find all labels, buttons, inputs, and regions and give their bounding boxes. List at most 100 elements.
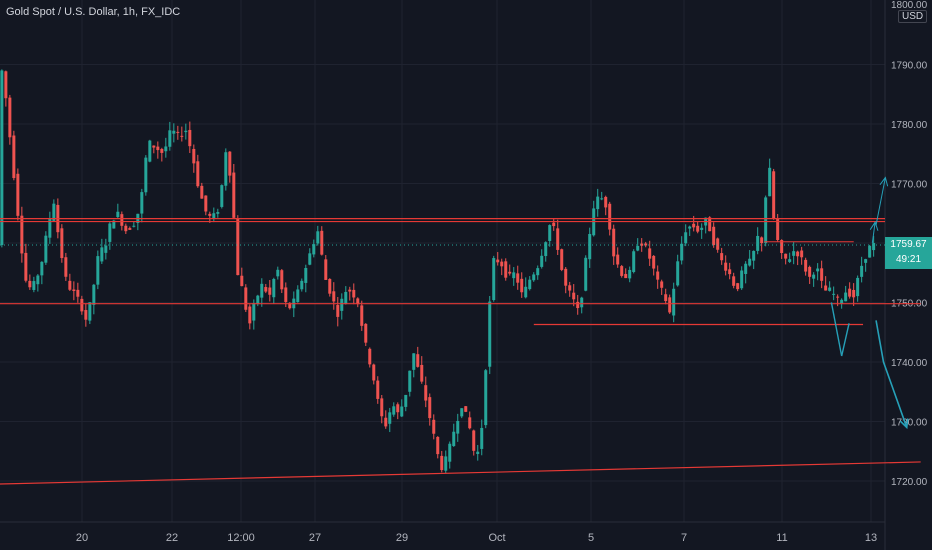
candle-body: [564, 268, 568, 286]
candle-body: [824, 285, 828, 291]
candle-body: [832, 293, 836, 295]
candle-body: [676, 261, 680, 286]
candle-body: [524, 286, 528, 298]
candle-body: [744, 263, 748, 274]
candle-body: [560, 249, 564, 270]
candle-body: [516, 273, 520, 283]
candle-body: [416, 354, 420, 367]
candle-body: [444, 456, 448, 471]
candle-body: [608, 203, 612, 230]
candle-body: [412, 353, 416, 370]
candle-body: [152, 145, 156, 148]
currency-badge[interactable]: USD: [898, 10, 928, 23]
candle-body: [240, 275, 244, 287]
candle-body: [200, 185, 204, 199]
candle-body: [264, 287, 268, 292]
candle-body: [128, 228, 132, 230]
candle-body: [100, 247, 104, 262]
candle-body: [692, 223, 696, 228]
y-tick-label: 1720.00: [891, 477, 928, 488]
projection-down-arrow: [875, 320, 908, 428]
candle-body: [268, 287, 272, 295]
candle-body: [668, 297, 672, 313]
candle-body: [48, 218, 52, 238]
candle-body: [652, 255, 656, 269]
candle-body: [816, 268, 820, 272]
candle-body: [720, 253, 724, 261]
x-tick-label: 22: [166, 532, 178, 544]
candle-body: [404, 394, 408, 407]
candle-body: [432, 419, 436, 434]
y-tick-label: 1800.00: [891, 0, 928, 11]
candle-body: [308, 253, 312, 265]
candle-body: [488, 301, 492, 367]
candle-body: [588, 233, 592, 260]
candle-body: [844, 292, 848, 302]
candle-body: [392, 406, 396, 415]
candle-body: [752, 250, 756, 261]
current-price-label: 1759.67: [890, 239, 927, 250]
x-tick-label: 29: [396, 532, 408, 544]
candle-body: [252, 303, 256, 321]
candle-body: [384, 417, 388, 427]
candle-body: [604, 196, 608, 208]
candle-body: [344, 291, 348, 304]
candle-body: [500, 261, 504, 267]
candle-body: [228, 151, 232, 176]
candle-body: [660, 281, 664, 288]
candle-body: [368, 348, 372, 365]
candle-body: [408, 370, 412, 392]
candle-body: [552, 222, 556, 227]
candle-body: [724, 262, 728, 271]
candle-body: [624, 273, 628, 279]
candle-body: [428, 397, 432, 419]
candle-body: [640, 243, 644, 246]
candle-body: [288, 302, 292, 309]
candle-body: [504, 261, 508, 278]
candle-body: [272, 279, 276, 298]
candle-body: [168, 130, 172, 147]
candle-body: [544, 242, 548, 257]
x-tick-label: 12:00: [227, 532, 255, 544]
candle-body: [52, 203, 56, 221]
candle-body: [864, 259, 868, 263]
candle-body: [792, 251, 796, 256]
x-tick-label: 7: [681, 532, 687, 544]
current-price-tag: 1759.67 49:21: [885, 237, 932, 269]
x-tick-label: 13: [865, 532, 877, 544]
candle-body: [868, 245, 872, 258]
candle-body: [360, 305, 364, 326]
candle-body: [156, 146, 160, 151]
candle-body: [436, 436, 440, 455]
candle-body: [40, 261, 44, 276]
candle-body: [632, 251, 636, 272]
projection-down-lead: [840, 323, 850, 357]
candle-body: [460, 408, 464, 417]
candle-body: [532, 274, 536, 281]
candle-body: [144, 157, 148, 193]
candle-body: [316, 231, 320, 244]
candle-body: [16, 173, 20, 216]
candle-body: [132, 225, 136, 227]
candle-body: [628, 269, 632, 279]
candle-body: [860, 265, 864, 277]
candle-body: [796, 251, 800, 257]
candle-body: [208, 213, 212, 216]
candle-body: [836, 296, 840, 298]
candle-body: [104, 245, 108, 253]
candle-body: [260, 283, 264, 298]
candle-body: [764, 197, 768, 244]
candle-body: [124, 225, 128, 232]
candle-body: [484, 370, 488, 426]
candle-body: [68, 280, 72, 290]
candle-body: [464, 406, 468, 412]
candle-body: [80, 298, 84, 312]
candle-body: [400, 406, 404, 417]
candle-body: [840, 299, 844, 304]
candle-body: [620, 266, 624, 276]
candle-body: [612, 228, 616, 257]
candle-body: [740, 270, 744, 289]
candle-body: [520, 278, 524, 293]
candle-body: [584, 257, 588, 291]
